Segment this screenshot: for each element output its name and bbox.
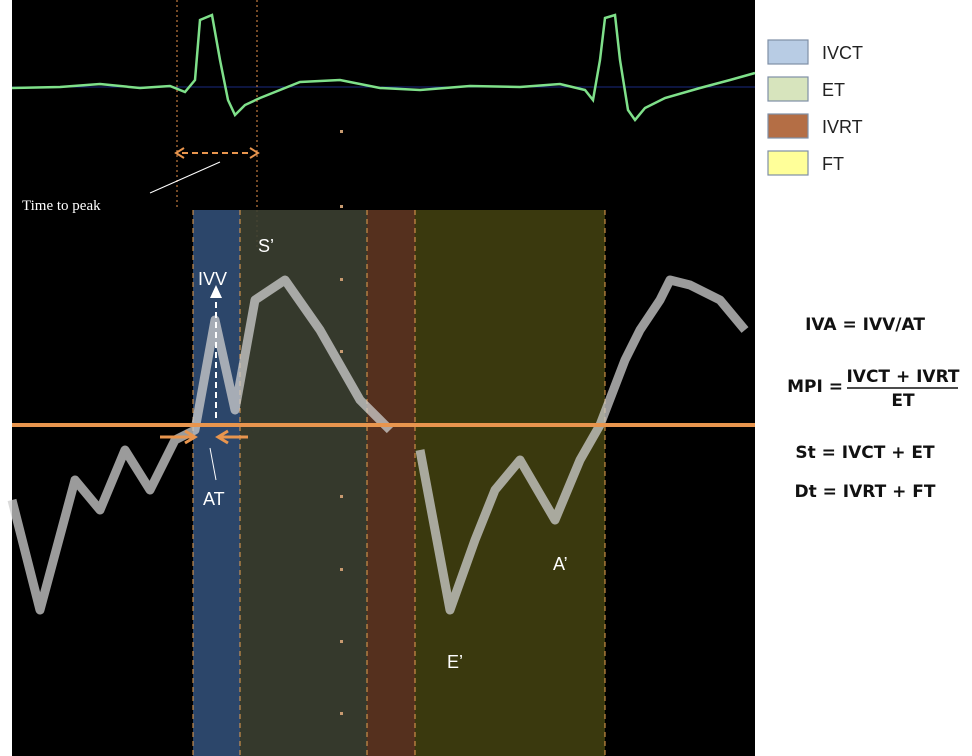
annotation: Time to peak	[22, 198, 101, 214]
ivrt-band	[367, 210, 415, 756]
figure: Time to peak S’ IVV AT A’ E’ IVCT ET IVRT F…	[0, 0, 972, 756]
legend: IVCT ET IVRT FT	[768, 40, 863, 175]
annotation: S’	[258, 236, 274, 256]
legend-label: ET	[822, 80, 845, 100]
legend-swatch	[768, 40, 808, 64]
formula-numerator: IVCT + IVRT	[846, 367, 959, 387]
legend-label: FT	[822, 154, 844, 174]
formula: St = IVCT + ET	[795, 443, 935, 463]
legend-label: IVRT	[822, 117, 863, 137]
legend-label: IVCT	[822, 43, 863, 63]
ft-band	[415, 210, 605, 756]
annotation: E’	[447, 652, 463, 672]
formula: IVA = IVV/AT	[805, 315, 925, 335]
formula-lhs: MPI =	[787, 377, 843, 397]
legend-swatch	[768, 77, 808, 101]
annotation: AT	[203, 489, 225, 509]
annotation: A’	[553, 554, 568, 574]
formula: Dt = IVRT + FT	[794, 482, 935, 502]
legend-swatch	[768, 114, 808, 138]
formula-denominator: ET	[891, 391, 915, 411]
legend-swatch	[768, 151, 808, 175]
annotation: IVV	[198, 269, 227, 289]
